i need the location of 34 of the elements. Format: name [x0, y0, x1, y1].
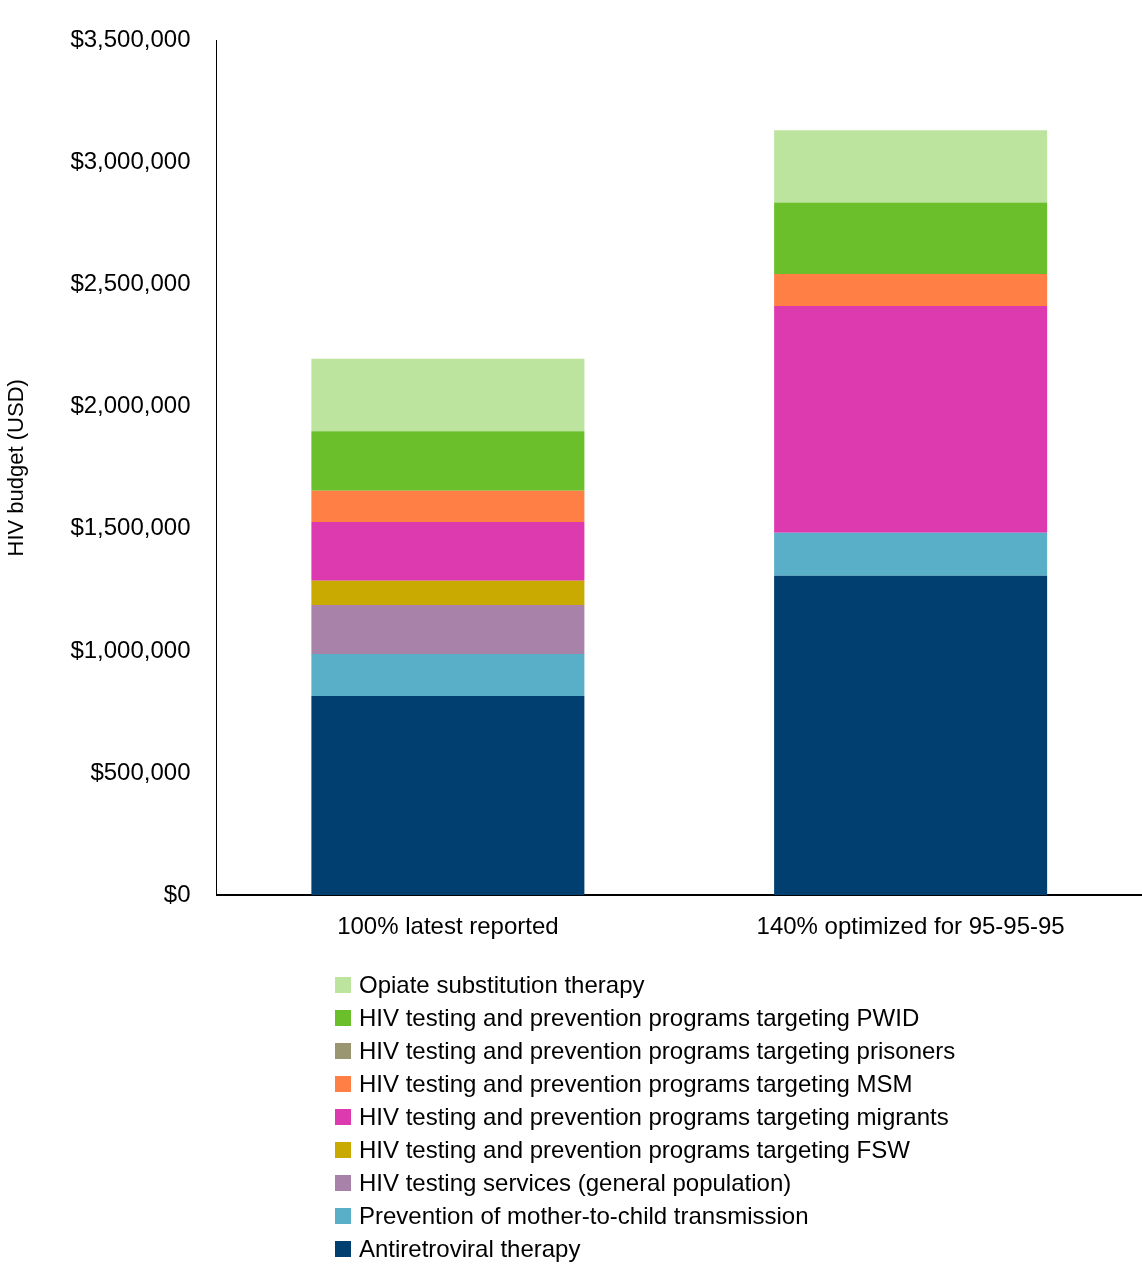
- bar: [774, 575, 1048, 896]
- bar: [311, 580, 585, 606]
- y-tick-label: $1,500,000: [70, 513, 191, 541]
- bar: [774, 306, 1048, 533]
- bar: [311, 431, 585, 491]
- bar: [311, 605, 585, 654]
- y-tick-label: $0: [163, 879, 191, 907]
- legend-label: HIV testing services (general population): [359, 1168, 792, 1197]
- x-tick-label: 100% latest reported: [337, 912, 559, 940]
- y-tick-label: $2,500,000: [70, 269, 191, 297]
- bar: [774, 273, 1048, 307]
- y-axis-title: HIV budget (USD): [3, 379, 29, 557]
- x-tick-label: 140% optimized for 95-95-95: [756, 912, 1065, 940]
- legend-label: HIV testing and prevention programs targeting PWID: [359, 1003, 920, 1032]
- bar: [311, 653, 585, 696]
- bar: [311, 358, 585, 432]
- legend-label: Antiretroviral therapy: [359, 1234, 581, 1263]
- legend-label: HIV testing and prevention programs targeting FSW: [359, 1135, 910, 1164]
- bar: [774, 532, 1048, 576]
- legend-label: Prevention of mother-to-child transmission: [359, 1201, 809, 1230]
- legend-label: HIV testing and prevention programs targeting migrants: [359, 1102, 949, 1131]
- legend-label: HIV testing and prevention programs targeting MSM: [359, 1069, 913, 1098]
- y-tick-label: $1,000,000: [70, 635, 191, 663]
- y-tick-label: $3,500,000: [70, 25, 191, 53]
- bar: [311, 522, 585, 581]
- bar: [311, 695, 585, 896]
- y-tick-label: $500,000: [90, 757, 191, 785]
- legend-label: HIV testing and prevention programs targeting prisoners: [359, 1036, 956, 1065]
- bar: [774, 130, 1048, 203]
- bar: [774, 202, 1048, 274]
- bar: [311, 490, 585, 523]
- y-tick-label: $3,000,000: [70, 147, 191, 175]
- y-tick-label: $2,000,000: [70, 391, 191, 419]
- legend-label: Opiate substitution therapy: [359, 970, 645, 999]
